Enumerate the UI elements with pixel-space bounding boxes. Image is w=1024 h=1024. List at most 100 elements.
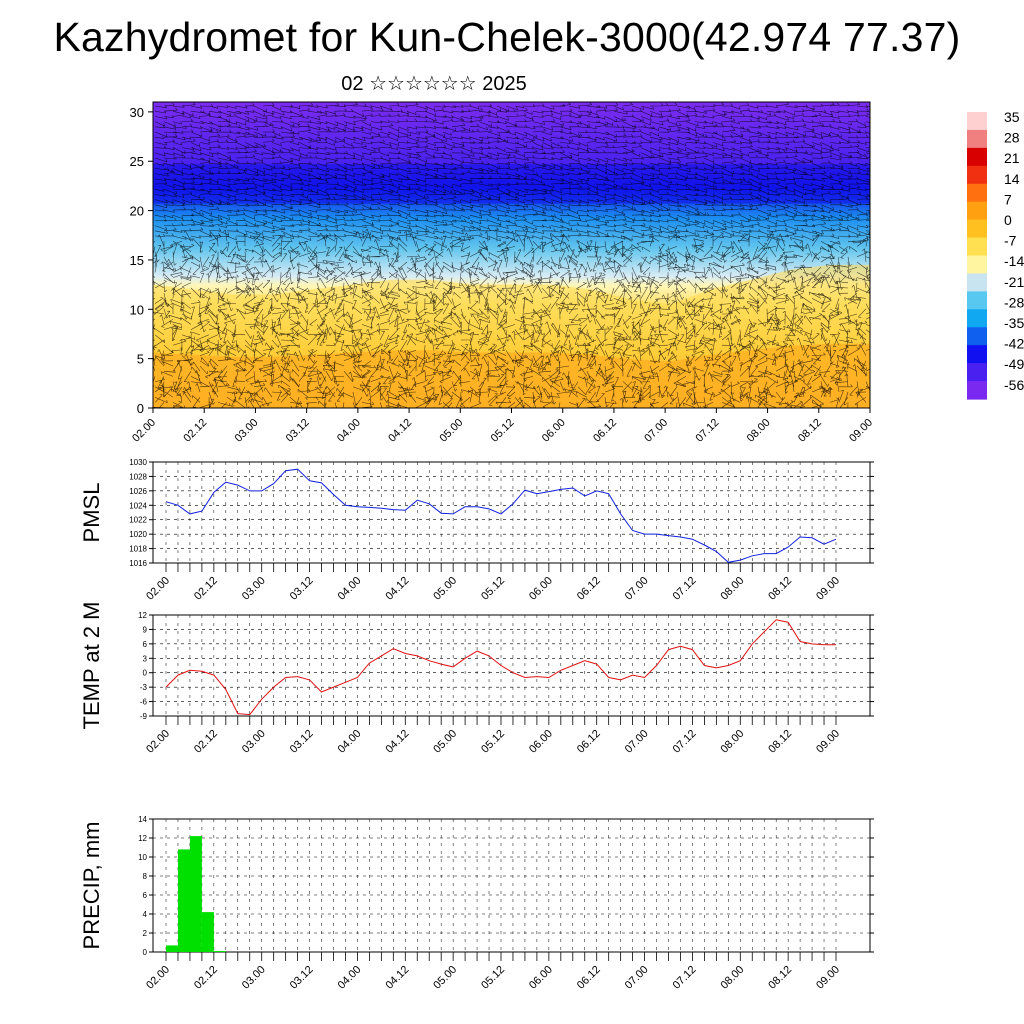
x-tick-label: 04.00 [336,728,364,756]
colorbar-label: -28 [1004,294,1024,310]
y-tick-label: 6 [143,891,148,900]
section-y-tick-label: 10 [130,302,144,317]
section-y-tick-label: 25 [130,154,144,169]
colorbar-swatch [967,345,987,364]
temp-panel: 12 9 6 3 0 -3 -6 -9 02.00 02.12 03.00 03.12 04.00 04.… [79,602,874,756]
x-tick-label: 09.00 [814,964,842,992]
x-tick-label: 06.00 [527,728,555,756]
y-tick-label: 1030 [129,458,147,467]
y-tick-label: 8 [143,872,148,881]
y-tick-label: 1018 [129,545,147,554]
section-x-tick-label: 02.12 [181,417,209,445]
x-tick-label: 05.12 [479,728,507,756]
y-tick-label: 0 [143,669,148,678]
x-tick-label: 07.12 [671,964,699,992]
y-tick-label: 9 [143,625,148,634]
colorbar-label: 7 [1004,191,1012,207]
colorbar-swatch [967,129,987,149]
x-tick-label: 09.00 [814,575,842,603]
colorbar-label: -14 [1004,253,1024,269]
colorbar-swatch [967,363,987,382]
y-tick-label: 4 [143,910,148,919]
y-tick-label: 6 [143,640,148,649]
x-tick-label: 08.00 [718,728,746,756]
pmsl-panel: 1030 1028 1026 1024 1022 1020 1018 1016 02.00 02.… [79,458,874,603]
y-tick-label: 14 [138,815,147,824]
y-tick-label: 1026 [129,487,147,496]
x-tick-label: 03.12 [288,575,316,603]
panel-frame [152,614,871,717]
y-tick-label: 1016 [129,559,147,568]
colorbar-swatch [967,219,987,239]
x-tick-label: 02.12 [192,964,220,992]
x-tick-label: 03.00 [240,575,268,603]
colorbar-swatch [967,255,987,275]
colorbar-label: -35 [1004,315,1024,331]
section-x-tick-label: 02.00 [130,417,158,445]
section-x-tick-label: 08.12 [796,417,824,445]
colorbar-swatch [967,327,987,346]
colorbar: 35 28 21 14 7 0 -7 -14 -21 -28 -35 -42 -49 -56 [967,109,1024,400]
colorbar-label: 14 [1004,171,1020,187]
wind-cross-section: 0 5 10 15 20 25 30 02.00 02.12 03.00 03.12 04.00 04.… [130,101,875,445]
precip-bar [213,951,226,952]
hot-zone [153,343,870,408]
section-x-tick-label: 05.00 [437,417,465,445]
y-tick-label: -3 [140,683,148,692]
colorbar-label: 21 [1004,150,1020,166]
section-x-tick-label: 07.00 [642,417,670,445]
colorbar-label: -56 [1004,377,1024,393]
x-tick-label: 05.00 [431,575,459,603]
x-tick-label: 02.00 [144,728,172,756]
x-tick-label: 06.12 [575,575,603,603]
x-tick-label: 07.00 [623,964,651,992]
x-tick-label: 07.12 [671,728,699,756]
precip-bar [201,912,214,952]
section-y-tick-label: 0 [137,401,144,416]
precip-bar [178,849,190,952]
section-x-tick-label: 06.12 [591,417,619,445]
x-tick-label: 06.00 [527,964,555,992]
x-tick-label: 08.00 [718,964,746,992]
colorbar-swatch [967,147,987,167]
x-tick-label: 06.00 [527,575,555,603]
y-tick-label: 1020 [129,530,147,539]
x-tick-label: 05.12 [479,964,507,992]
section-x-tick-label: 09.00 [847,417,875,445]
y-tick-label: 2 [143,929,148,938]
colorbar-swatch [967,165,987,185]
colorbar-swatch [967,237,987,257]
x-tick-label: 04.12 [383,728,411,756]
x-tick-label: 02.12 [192,575,220,603]
section-field [153,102,870,408]
colorbar-label: 28 [1004,130,1020,146]
x-tick-label: 05.00 [431,964,459,992]
x-tick-label: 06.12 [575,728,603,756]
section-x-tick-label: 07.12 [694,417,722,445]
x-tick-label: 08.12 [766,728,794,756]
tropopause-band [153,164,870,204]
panel-frame [152,818,871,953]
x-tick-label: 04.00 [336,964,364,992]
y-tick-label: 12 [138,834,147,843]
precip-bar [189,836,202,952]
series-line [165,619,836,716]
x-tick-label: 04.00 [336,575,364,603]
series-line [165,468,837,563]
y-axis-label: TEMP at 2 M [79,602,104,730]
x-tick-label: 07.00 [623,575,651,603]
x-tick-label: 02.00 [144,575,172,603]
x-tick-label: 07.00 [623,728,651,756]
colorbar-swatch [967,112,987,131]
colorbar-label: 35 [1004,109,1020,125]
x-tick-label: 05.12 [479,575,507,603]
chart-subtitle: 02 ☆☆☆☆☆☆ 2025 [341,73,527,95]
y-axis-label: PMSL [79,483,104,543]
colorbar-label: -21 [1004,274,1024,290]
x-tick-label: 03.12 [288,964,316,992]
colorbar-label: 0 [1004,212,1012,228]
x-tick-label: 03.12 [288,728,316,756]
x-tick-label: 03.00 [240,964,268,992]
section-x-tick-label: 06.00 [540,417,568,445]
